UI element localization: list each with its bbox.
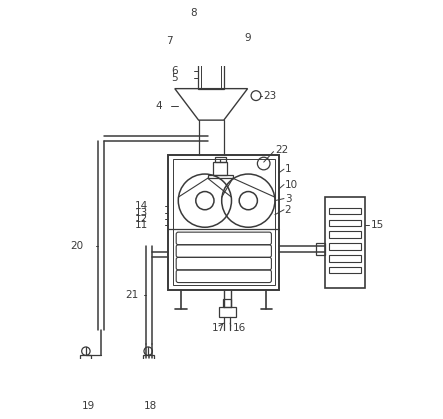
Text: 8: 8: [190, 8, 197, 18]
Bar: [208, 175, 233, 178]
Text: 4: 4: [155, 101, 162, 111]
Bar: [66, 369, 106, 397]
Text: 10: 10: [285, 180, 298, 189]
Bar: [329, 255, 361, 261]
Bar: [329, 231, 361, 238]
Text: 5: 5: [171, 73, 178, 83]
Text: 9: 9: [244, 33, 251, 43]
Text: 22: 22: [276, 145, 289, 155]
Text: 7: 7: [166, 36, 172, 46]
Bar: [213, 162, 227, 175]
Bar: [173, 159, 275, 285]
Bar: [143, 354, 154, 369]
Text: 12: 12: [135, 214, 148, 224]
Bar: [329, 220, 361, 226]
Bar: [223, 299, 232, 307]
Bar: [219, 307, 236, 317]
Bar: [329, 208, 361, 214]
Text: 23: 23: [263, 91, 276, 101]
Text: 16: 16: [233, 323, 246, 333]
Bar: [316, 243, 325, 255]
Bar: [192, 33, 230, 54]
Bar: [325, 197, 365, 288]
Bar: [329, 267, 361, 274]
Bar: [215, 157, 226, 162]
Text: 21: 21: [125, 290, 138, 300]
Text: 11: 11: [135, 220, 148, 230]
Text: 13: 13: [135, 207, 148, 217]
Text: 20: 20: [70, 241, 84, 251]
Text: 14: 14: [135, 201, 148, 211]
Bar: [329, 243, 361, 250]
Text: 1: 1: [285, 164, 291, 174]
Bar: [168, 155, 279, 290]
Text: 18: 18: [144, 401, 157, 411]
Text: 2: 2: [285, 205, 291, 215]
Text: 15: 15: [371, 220, 384, 230]
Bar: [80, 354, 91, 369]
Bar: [202, 40, 221, 89]
Bar: [128, 369, 168, 397]
Text: 6: 6: [171, 66, 178, 76]
Bar: [198, 40, 225, 89]
Text: 17: 17: [212, 323, 225, 333]
Text: 3: 3: [285, 194, 291, 204]
Text: 19: 19: [82, 401, 95, 411]
